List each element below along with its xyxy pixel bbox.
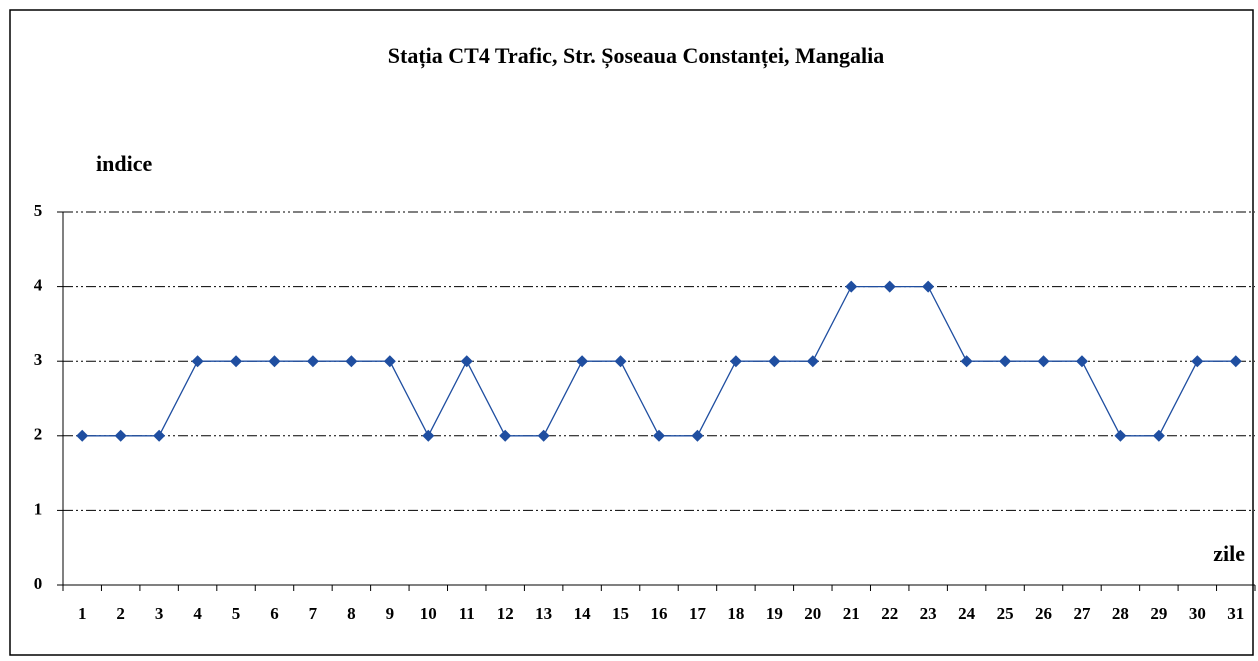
data-point <box>114 429 127 442</box>
x-tick-label: 20 <box>804 604 821 623</box>
x-tick-label: 9 <box>386 604 395 623</box>
x-tick-label: 12 <box>497 604 514 623</box>
x-tick-label: 27 <box>1073 604 1091 623</box>
x-tick-label: 7 <box>309 604 318 623</box>
y-tick-label: 0 <box>34 574 43 593</box>
y-axis-label: indice <box>96 151 152 176</box>
x-tick-label: 29 <box>1150 604 1167 623</box>
x-tick-label: 6 <box>270 604 279 623</box>
data-point <box>768 355 781 368</box>
data-point <box>1152 429 1165 442</box>
data-point <box>1037 355 1050 368</box>
x-tick-label: 10 <box>420 604 437 623</box>
data-point <box>268 355 281 368</box>
x-axis-label: zile <box>1213 541 1245 566</box>
data-point <box>499 429 512 442</box>
data-point <box>883 280 896 293</box>
x-tick-label: 22 <box>881 604 898 623</box>
chart-border <box>9 9 1254 656</box>
y-tick-label: 1 <box>34 499 43 518</box>
x-tick-label: 2 <box>116 604 125 623</box>
data-point <box>345 355 358 368</box>
x-tick-label: 4 <box>193 604 202 623</box>
data-point <box>306 355 319 368</box>
y-tick-label: 3 <box>34 350 43 369</box>
x-tick-label: 28 <box>1112 604 1129 623</box>
x-tick-label: 19 <box>766 604 783 623</box>
x-tick-label: 5 <box>232 604 241 623</box>
x-tick-label: 8 <box>347 604 356 623</box>
data-point <box>191 355 204 368</box>
x-tick-label: 21 <box>843 604 860 623</box>
x-tick-label: 15 <box>612 604 629 623</box>
data-point <box>1075 355 1088 368</box>
x-tick-label: 17 <box>689 604 707 623</box>
x-tick-label: 16 <box>651 604 668 623</box>
data-point <box>653 429 665 442</box>
data-point <box>806 355 819 368</box>
x-tick-label: 31 <box>1227 604 1244 623</box>
x-tick-label: 24 <box>958 604 976 623</box>
data-point <box>614 355 627 368</box>
data-point <box>960 355 973 368</box>
data-point <box>576 355 589 368</box>
x-tick-label: 18 <box>727 604 744 623</box>
x-tick-label: 23 <box>920 604 937 623</box>
x-tick-label: 25 <box>997 604 1014 623</box>
data-point <box>153 429 166 442</box>
chart-title: Stația CT4 Trafic, Str. Șoseaua Constanț… <box>388 43 884 69</box>
data-point <box>460 355 473 368</box>
y-tick-label: 2 <box>34 425 43 444</box>
data-point <box>691 429 704 442</box>
y-tick-label: 5 <box>34 201 43 220</box>
x-tick-label: 3 <box>155 604 164 623</box>
data-point <box>999 355 1012 368</box>
x-tick-label: 11 <box>459 604 475 623</box>
x-tick-label: 30 <box>1189 604 1206 623</box>
x-tick-label: 13 <box>535 604 552 623</box>
data-point <box>729 355 742 368</box>
x-tick-label: 14 <box>574 604 592 623</box>
data-point <box>422 429 435 442</box>
data-point <box>1191 355 1204 368</box>
data-point <box>845 280 858 293</box>
data-point <box>1229 355 1242 368</box>
data-point <box>537 429 550 442</box>
x-tick-label: 26 <box>1035 604 1052 623</box>
x-tick-label: 1 <box>78 604 87 623</box>
data-point <box>1114 429 1127 442</box>
data-point <box>383 355 396 368</box>
data-point <box>76 429 89 442</box>
y-tick-label: 4 <box>34 276 43 295</box>
data-point <box>922 280 935 293</box>
data-point <box>230 355 243 368</box>
